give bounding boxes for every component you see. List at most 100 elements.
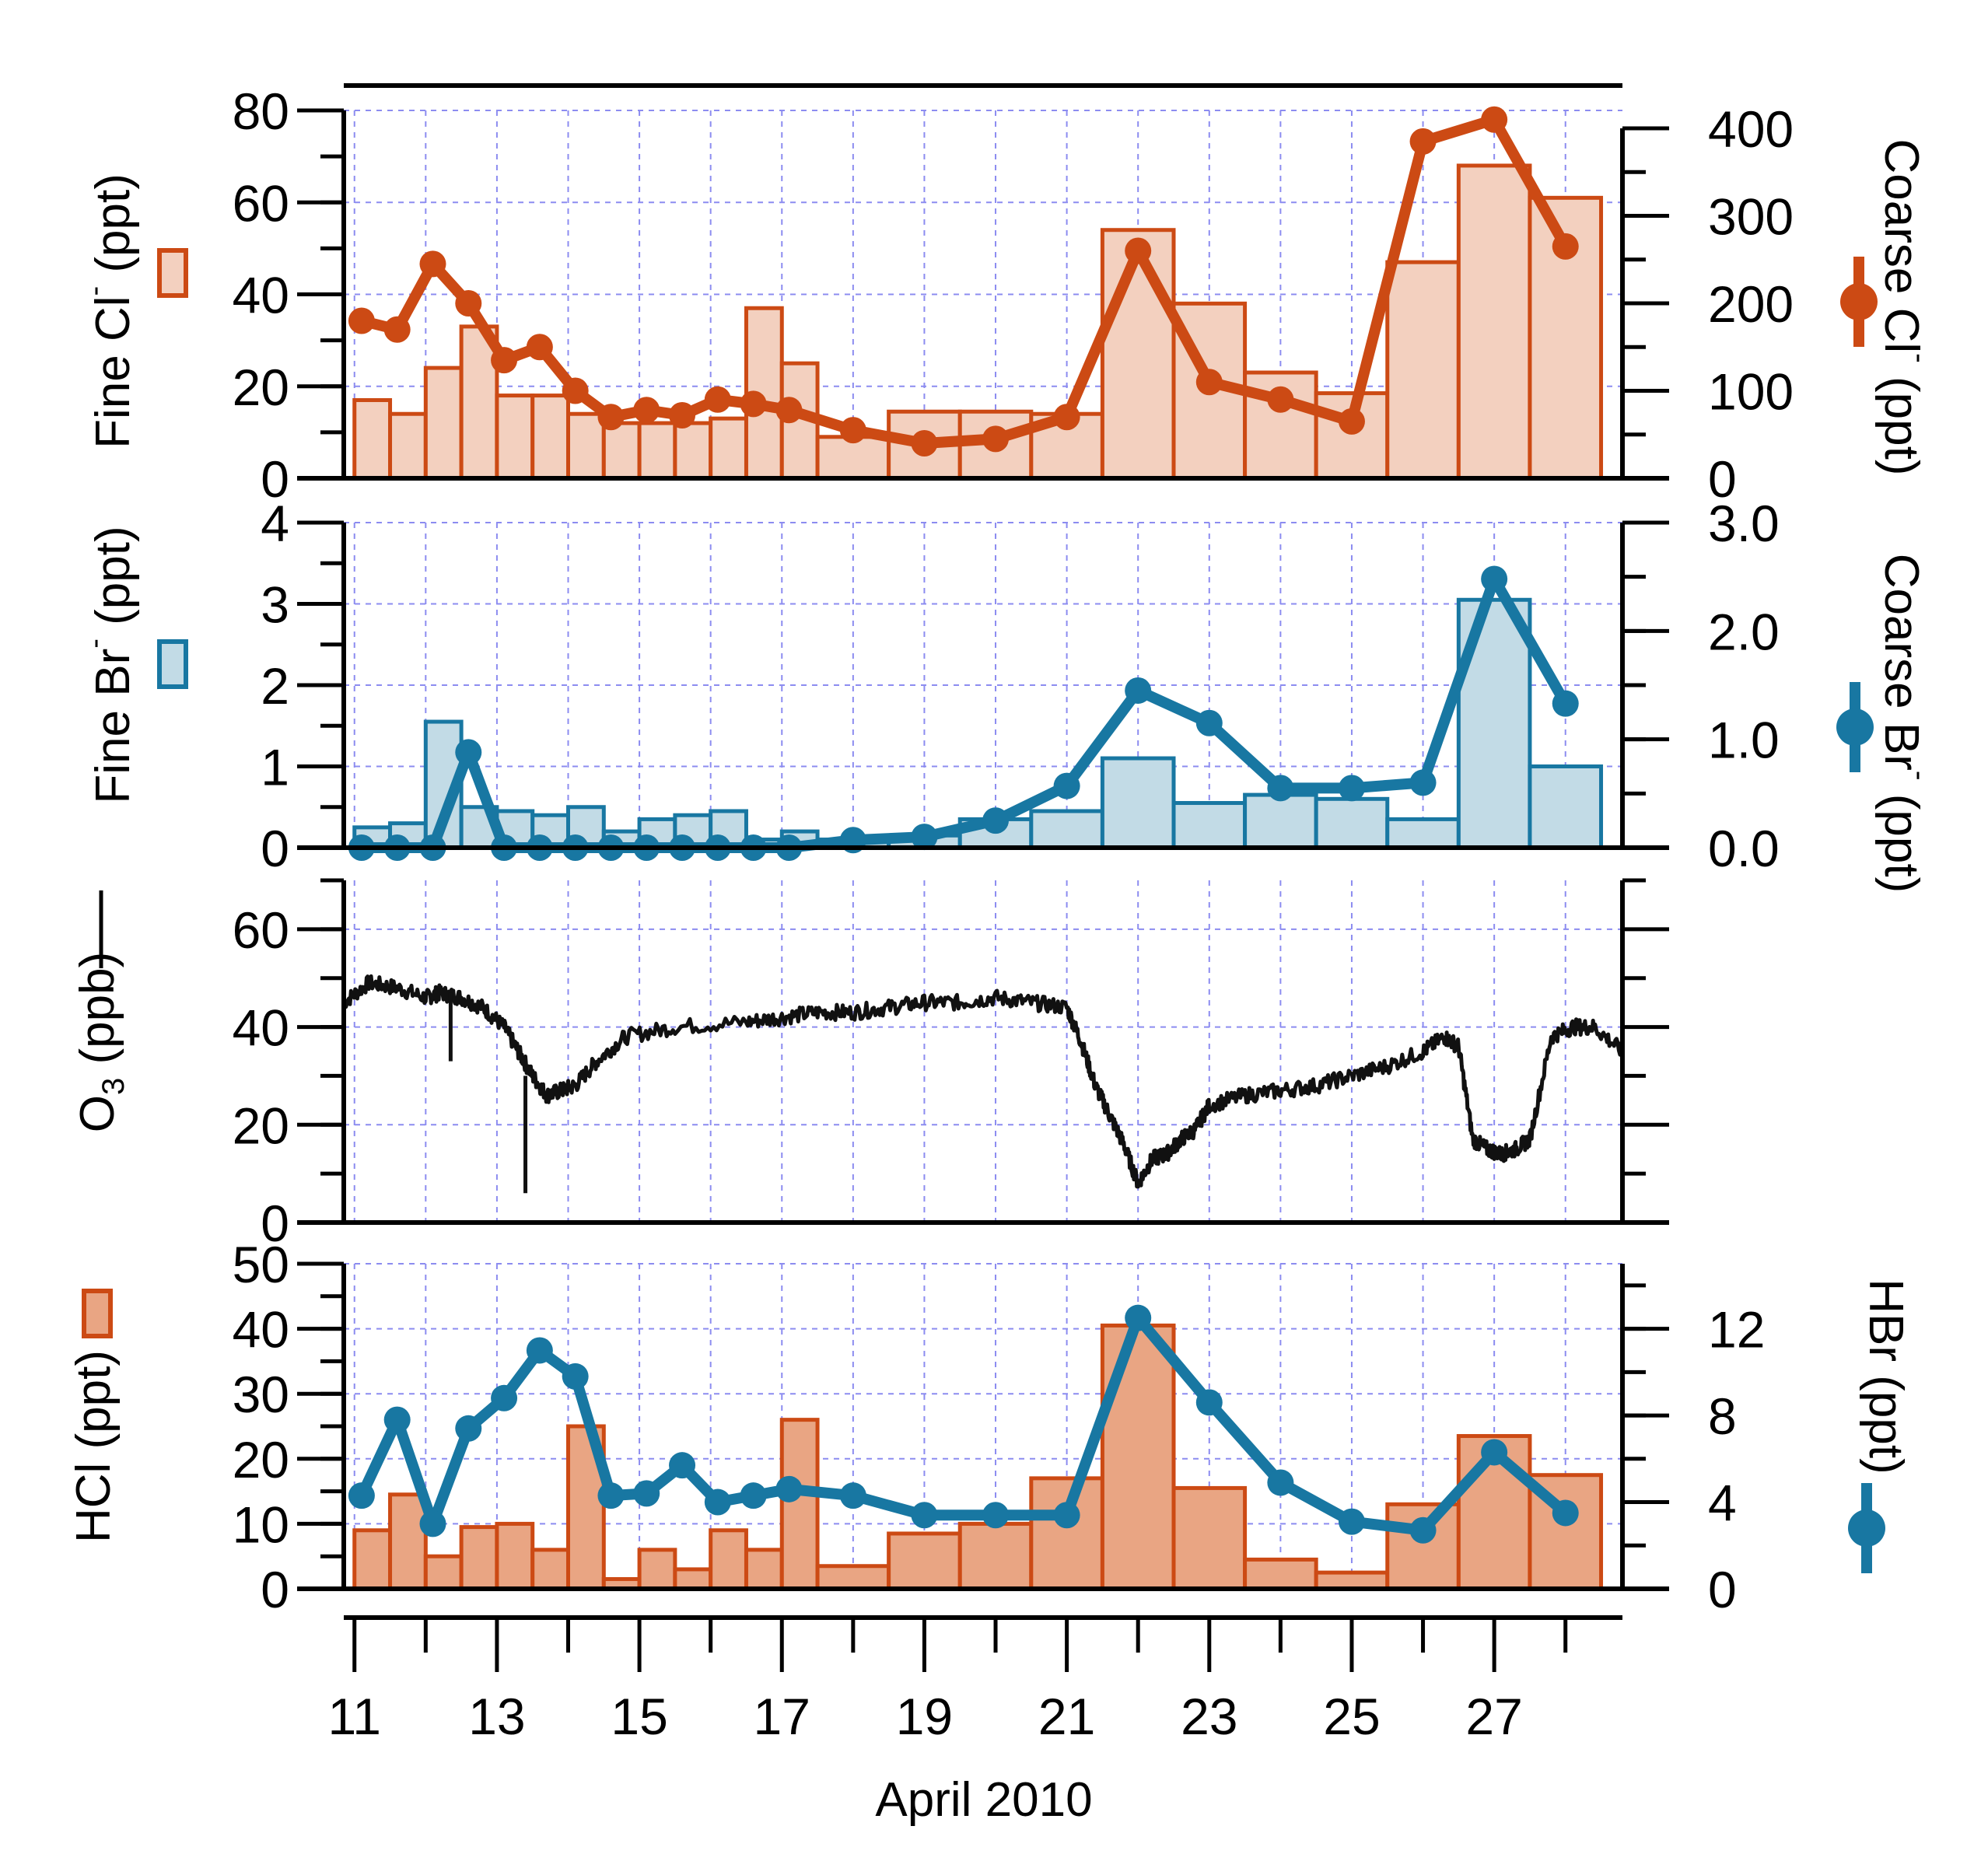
chloride-bar	[709, 416, 748, 481]
bromide-bar	[1100, 756, 1176, 850]
chloride-marker	[419, 250, 446, 278]
hbr-marker	[1481, 1439, 1508, 1466]
x-tick-label: 27	[1465, 1688, 1522, 1745]
ozone-trace	[341, 974, 1625, 1189]
chloride-bar	[388, 411, 428, 481]
bromide-marker	[1338, 775, 1365, 802]
bromide-marker	[1267, 775, 1294, 802]
chloride-marker	[669, 402, 696, 429]
chloride-left-tick-label: 60	[233, 174, 289, 232]
chloride-bar	[1456, 163, 1532, 481]
hcl-left-tick-label: 30	[233, 1366, 289, 1423]
hbr-marker	[839, 1482, 866, 1509]
hcl-bar	[1243, 1557, 1318, 1591]
hcl-left-title-part: HCl	[67, 1463, 121, 1543]
hcl-bar	[709, 1528, 748, 1591]
hcl-bar	[637, 1548, 677, 1591]
hbr-marker	[1125, 1304, 1152, 1331]
hcl-bar	[1029, 1476, 1104, 1591]
ozone-left-tick-label: 20	[233, 1097, 289, 1154]
chloride-left-title-part: -	[79, 286, 111, 296]
bromide-marker	[455, 739, 482, 766]
hbr-right-tick-label: 12	[1708, 1301, 1765, 1359]
hbr-marker	[740, 1482, 767, 1509]
hcl-left-tick-label: 0	[261, 1561, 289, 1618]
bromide-left-title: Fine Br- (ppt)	[79, 526, 140, 803]
hbr-marker	[1267, 1469, 1294, 1496]
x-tick-label: 11	[327, 1688, 381, 1745]
bromide-marker	[1195, 709, 1223, 736]
bromide-right-title-part: (ppt)	[1874, 781, 1928, 894]
hbr-line-legend	[1848, 1509, 1885, 1547]
hbr-marker	[491, 1384, 518, 1411]
hbr-marker	[1409, 1516, 1437, 1544]
hbr-right-tick-label: 4	[1708, 1474, 1737, 1532]
ozone-left-tick-label: 60	[233, 901, 289, 959]
bromide-marker	[911, 824, 938, 851]
hbr-marker	[526, 1337, 553, 1364]
chloride-bar	[495, 394, 535, 481]
bromide-right-tick-label: 3.0	[1708, 495, 1780, 552]
chloride-left-title: Fine Cl- (ppt)	[79, 173, 140, 449]
bromide-left-tick-label: 1	[261, 739, 289, 796]
hbr-marker	[1195, 1389, 1223, 1416]
chloride-right-title-part: -	[1903, 353, 1936, 363]
chloride-marker	[348, 307, 375, 334]
chloride-bar	[566, 411, 606, 481]
hcl-bar	[1171, 1485, 1248, 1591]
hbr-marker	[348, 1482, 375, 1509]
chloride-marker	[597, 404, 625, 431]
bars-layer	[352, 163, 1604, 1591]
chloride-left-title-part: Fine Cl	[86, 296, 140, 448]
chloride-right-title: Coarse Cl- (ppt)	[1874, 138, 1936, 475]
chloride-left-tick-label: 0	[261, 450, 289, 508]
hbr-marker	[982, 1502, 1010, 1529]
axes-layer	[297, 83, 1669, 1672]
hbr-marker	[911, 1502, 938, 1529]
bromide-right-title-part: -	[1903, 771, 1936, 781]
bromide-bar	[1243, 792, 1318, 850]
chloride-marker	[704, 386, 731, 413]
ozone-left-tick-label: 0	[261, 1195, 289, 1252]
chloride-bar	[1100, 228, 1176, 481]
chloride-bar	[601, 421, 642, 481]
x-tick-label: 23	[1181, 1688, 1237, 1745]
hcl-left-title-part: (ppt)	[67, 1350, 121, 1463]
ozone-left-title-part: (ppb)	[71, 952, 124, 1078]
hbr-marker	[455, 1415, 482, 1442]
bromide-marker	[1053, 772, 1080, 799]
chloride-marker	[1552, 233, 1579, 260]
hbr-marker	[1053, 1502, 1080, 1529]
chloride-marker	[1195, 369, 1223, 396]
chloride-right-title-part: (ppt)	[1874, 363, 1928, 476]
chloride-marker	[1481, 106, 1508, 133]
chloride-bar	[352, 397, 393, 481]
x-tick-label: 15	[611, 1688, 667, 1745]
bromide-right-title: Coarse Br- (ppt)	[1874, 554, 1936, 893]
ozone-left-title-part: O	[71, 1095, 124, 1132]
hcl-left-tick-label: 40	[233, 1301, 289, 1359]
hcl-bar	[744, 1548, 784, 1591]
hcl-left-tick-label: 10	[233, 1495, 289, 1553]
hbr-right-tick-label: 8	[1708, 1387, 1737, 1445]
chloride-right-tick-label: 400	[1708, 100, 1794, 158]
chloride-bar-legend	[157, 248, 188, 298]
chloride-bar	[673, 421, 713, 481]
chloride-marker	[775, 397, 803, 424]
hcl-bar	[495, 1521, 535, 1591]
hbr-marker	[633, 1480, 660, 1507]
x-tick-label: 25	[1323, 1688, 1380, 1745]
x-tick-label: 21	[1038, 1688, 1095, 1745]
chloride-right-tick-label: 100	[1708, 363, 1794, 421]
bromide-left-title-part: -	[79, 638, 111, 649]
bromide-line-legend	[1836, 708, 1874, 746]
hcl-bar	[779, 1418, 820, 1591]
x-axis-title: April 2010	[875, 1773, 1092, 1827]
hbr-marker	[383, 1406, 411, 1433]
chloride-right-tick-label: 0	[1708, 450, 1737, 508]
hcl-bar	[352, 1528, 393, 1591]
hcl-bar	[388, 1492, 428, 1591]
bromide-left-tick-label: 4	[261, 495, 289, 552]
bromide-left-tick-label: 2	[261, 657, 289, 715]
